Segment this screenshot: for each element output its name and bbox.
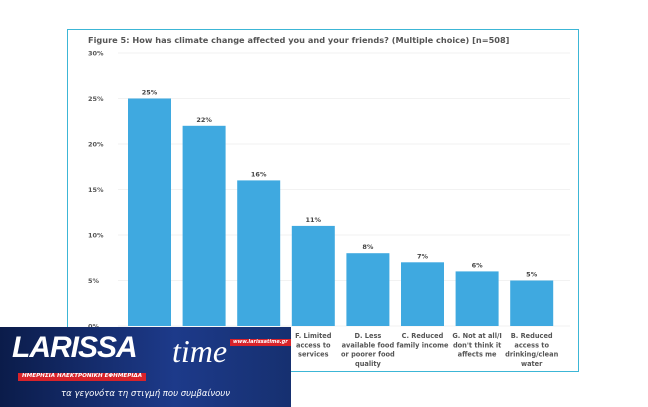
logo-url: www.larissatime.gr <box>230 339 291 346</box>
bar <box>182 125 226 326</box>
bar <box>237 180 281 326</box>
y-tick-label: 20% <box>88 141 104 149</box>
y-tick-label: 15% <box>88 186 104 194</box>
category-label: D. Less available food or poorer food quali… <box>341 332 395 368</box>
category-label: B. Reduced access to drinking/clean water <box>505 332 558 368</box>
bar <box>346 253 390 326</box>
logo-name-script: time <box>172 333 228 369</box>
data-label: 11% <box>306 216 322 224</box>
category-label: C. Reduced family income <box>396 332 449 349</box>
bar <box>455 271 499 326</box>
bar <box>291 225 335 326</box>
data-label: 25% <box>142 89 158 97</box>
logo-slogan: τα γεγονότα τη στιγμή που συμβαίνουν <box>61 389 230 399</box>
category-label: G. Not at all/I don't think it affects me <box>452 332 501 359</box>
logo-subtitle: ΗΜΕΡΗΣΙΑ ΗΛΕΚΤΡΟΝΙΚΗ ΕΦΗΜΕΡΙΔΑ <box>18 373 147 381</box>
data-label: 6% <box>472 261 484 269</box>
bar <box>510 280 554 326</box>
data-label: 22% <box>196 116 212 124</box>
bar <box>128 98 171 326</box>
data-label: 8% <box>362 243 374 251</box>
larissatime-logo-banner: LARISSA time www.larissatime.gr ΗΜΕΡΗΣΙΑ… <box>0 327 291 407</box>
logo-name-main: LARISSA <box>12 331 138 364</box>
bar <box>401 262 444 326</box>
chart-title: Figure 5: How has climate change affecte… <box>88 35 510 45</box>
y-tick-label: 25% <box>88 95 104 103</box>
y-tick-label: 30% <box>88 50 104 58</box>
category-label: F. Limited access to services <box>295 332 332 359</box>
y-tick-label: 5% <box>88 277 100 285</box>
data-label: 7% <box>417 252 429 260</box>
data-label: 5% <box>526 271 538 279</box>
y-tick-label: 10% <box>88 232 104 240</box>
data-label: 16% <box>251 170 267 178</box>
y-tick-label: 0% <box>88 323 100 331</box>
